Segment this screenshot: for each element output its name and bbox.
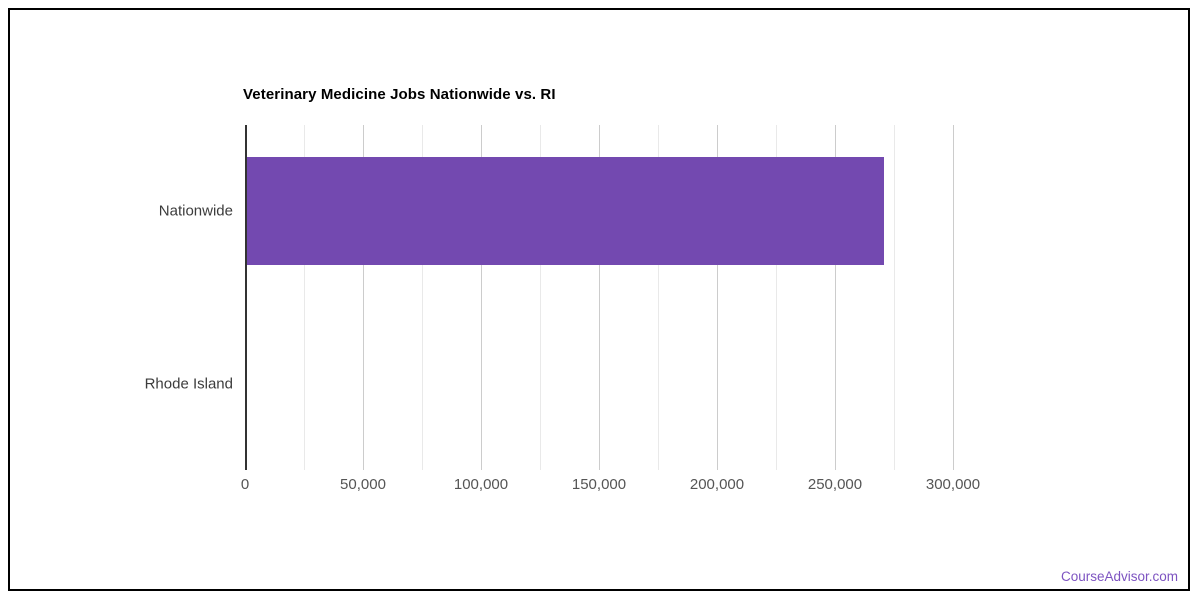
x-tick-label: 300,000 [925,476,981,493]
minor-gridline [304,125,305,470]
minor-gridline [776,125,777,470]
plot-area [245,125,1012,470]
axis-baseline [245,125,247,470]
bar-nationwide [245,157,885,266]
x-tick-label: 50,000 [340,476,386,493]
x-tick-label: 150,000 [571,476,627,493]
category-label: Nationwide [158,202,233,220]
major-gridline [363,125,364,470]
chart-title: Veterinary Medicine Jobs Nationwide vs. … [243,86,556,103]
chart-frame: Veterinary Medicine Jobs Nationwide vs. … [8,8,1190,591]
major-gridline [835,125,836,470]
major-gridline [481,125,482,470]
x-tick-label: 0 [240,476,250,493]
major-gridline [599,125,600,470]
major-gridline [953,125,954,470]
x-tick-label: 250,000 [807,476,863,493]
minor-gridline [894,125,895,470]
x-tick-label: 200,000 [689,476,745,493]
minor-gridline [422,125,423,470]
x-tick-label: 100,000 [453,476,509,493]
minor-gridline [658,125,659,470]
minor-gridline [540,125,541,470]
major-gridline [717,125,718,470]
courseadvisor-link[interactable]: CourseAdvisor.com [1060,569,1178,584]
category-label: Rhode Island [144,375,233,393]
